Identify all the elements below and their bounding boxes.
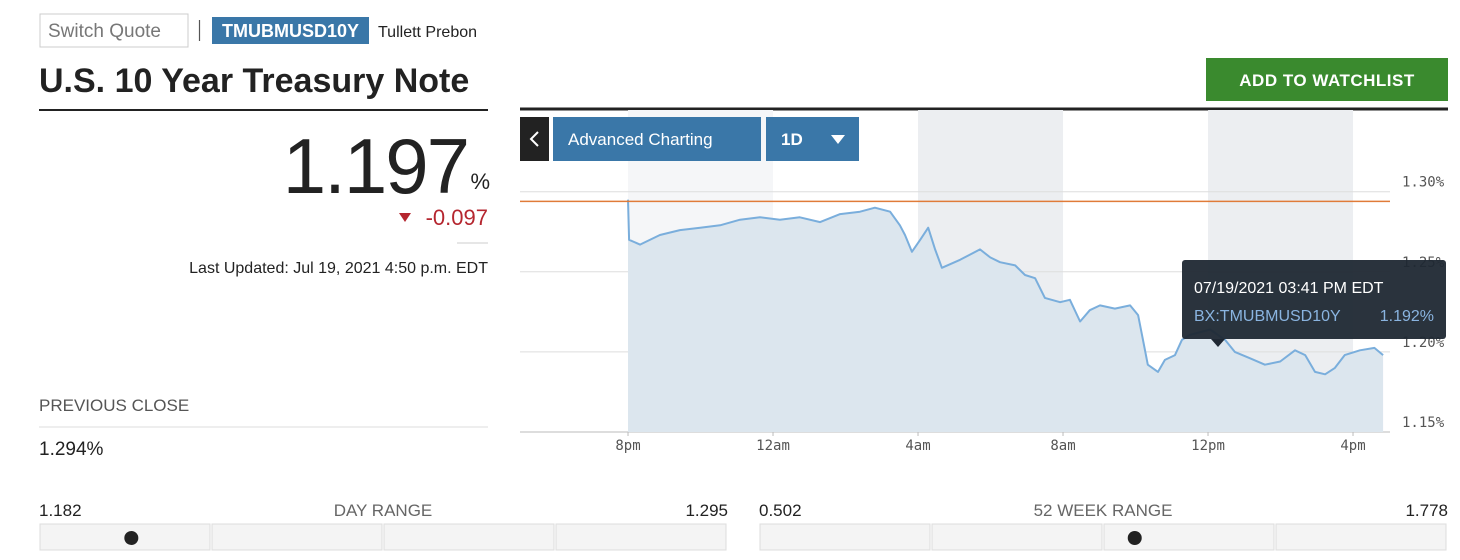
period-label[interactable]: 1D: [781, 130, 803, 149]
range-segment: [383, 523, 555, 551]
x-tick-label: 4pm: [1340, 438, 1365, 454]
price-change: -0.097: [426, 205, 488, 230]
source: Tullett Prebon: [378, 24, 477, 41]
range-marker: [1127, 531, 1142, 545]
watchlist-button-label[interactable]: ADD TO WATCHLIST: [1239, 71, 1415, 90]
day-range-low: 1.182: [39, 501, 82, 520]
symbol-badge: [212, 17, 369, 44]
chart-controls: Advanced Charting 1D: [520, 117, 859, 161]
range-segment: [759, 523, 931, 551]
x-tick-label: 8am: [1050, 438, 1075, 454]
y-tick-label: 1.30%: [1402, 175, 1445, 191]
x-tick-label: 12pm: [1191, 438, 1225, 454]
watchlist-button[interactable]: [1206, 58, 1448, 101]
search-box[interactable]: [39, 13, 189, 48]
price: 1.197: [283, 122, 468, 210]
tooltip-value: 1.192%: [1380, 308, 1434, 325]
last-updated: Last Updated: Jul 19, 2021 4:50 p.m. EDT: [189, 260, 488, 277]
week52-high: 1.778: [1405, 501, 1448, 520]
price-unit: %: [470, 169, 490, 194]
week52-low: 0.502: [759, 501, 802, 520]
x-tick-label: 8pm: [615, 438, 640, 454]
symbol: TMUBMUSD10Y: [222, 21, 359, 41]
range-segment: [1275, 523, 1447, 551]
page-title: U.S. 10 Year Treasury Note: [39, 62, 469, 100]
area-fill: [628, 199, 1384, 432]
week52-title: 52 WEEK RANGE: [1034, 501, 1173, 520]
advanced-charting-label[interactable]: Advanced Charting: [568, 130, 713, 149]
tooltip-date: 07/19/2021 03:41 PM EDT: [1194, 280, 1384, 297]
x-tick-label: 4am: [905, 438, 930, 454]
tooltip-symbol: BX:TMUBMUSD10Y: [1194, 308, 1341, 325]
x-tick-label: 12am: [756, 438, 790, 454]
period-button[interactable]: [766, 117, 859, 161]
tooltip-pointer: [1211, 339, 1225, 347]
range-segment: [211, 523, 383, 551]
previous-close-value: 1.294%: [39, 439, 104, 460]
tooltip-box: [1182, 260, 1446, 339]
period-caret[interactable]: [831, 135, 845, 144]
search-placeholder[interactable]: Switch Quote: [48, 21, 161, 42]
range-marker: [124, 531, 139, 545]
y-tick-label: 1.15%: [1402, 415, 1445, 431]
day-range-title: DAY RANGE: [334, 501, 433, 520]
range-segment: [931, 523, 1103, 551]
day-range-high: 1.295: [685, 501, 728, 520]
price-line: [627, 199, 1384, 376]
down-arrow: [399, 213, 411, 222]
collapse-button[interactable]: [520, 117, 549, 161]
chart: 1.30%1.25%1.20%1.15%8pm12am4am8am12pm4pm…: [520, 110, 1446, 454]
advanced-charting-button[interactable]: [553, 117, 761, 161]
range-segment: [555, 523, 727, 551]
collapse-icon[interactable]: [529, 131, 539, 147]
previous-close-title: PREVIOUS CLOSE: [39, 396, 189, 415]
